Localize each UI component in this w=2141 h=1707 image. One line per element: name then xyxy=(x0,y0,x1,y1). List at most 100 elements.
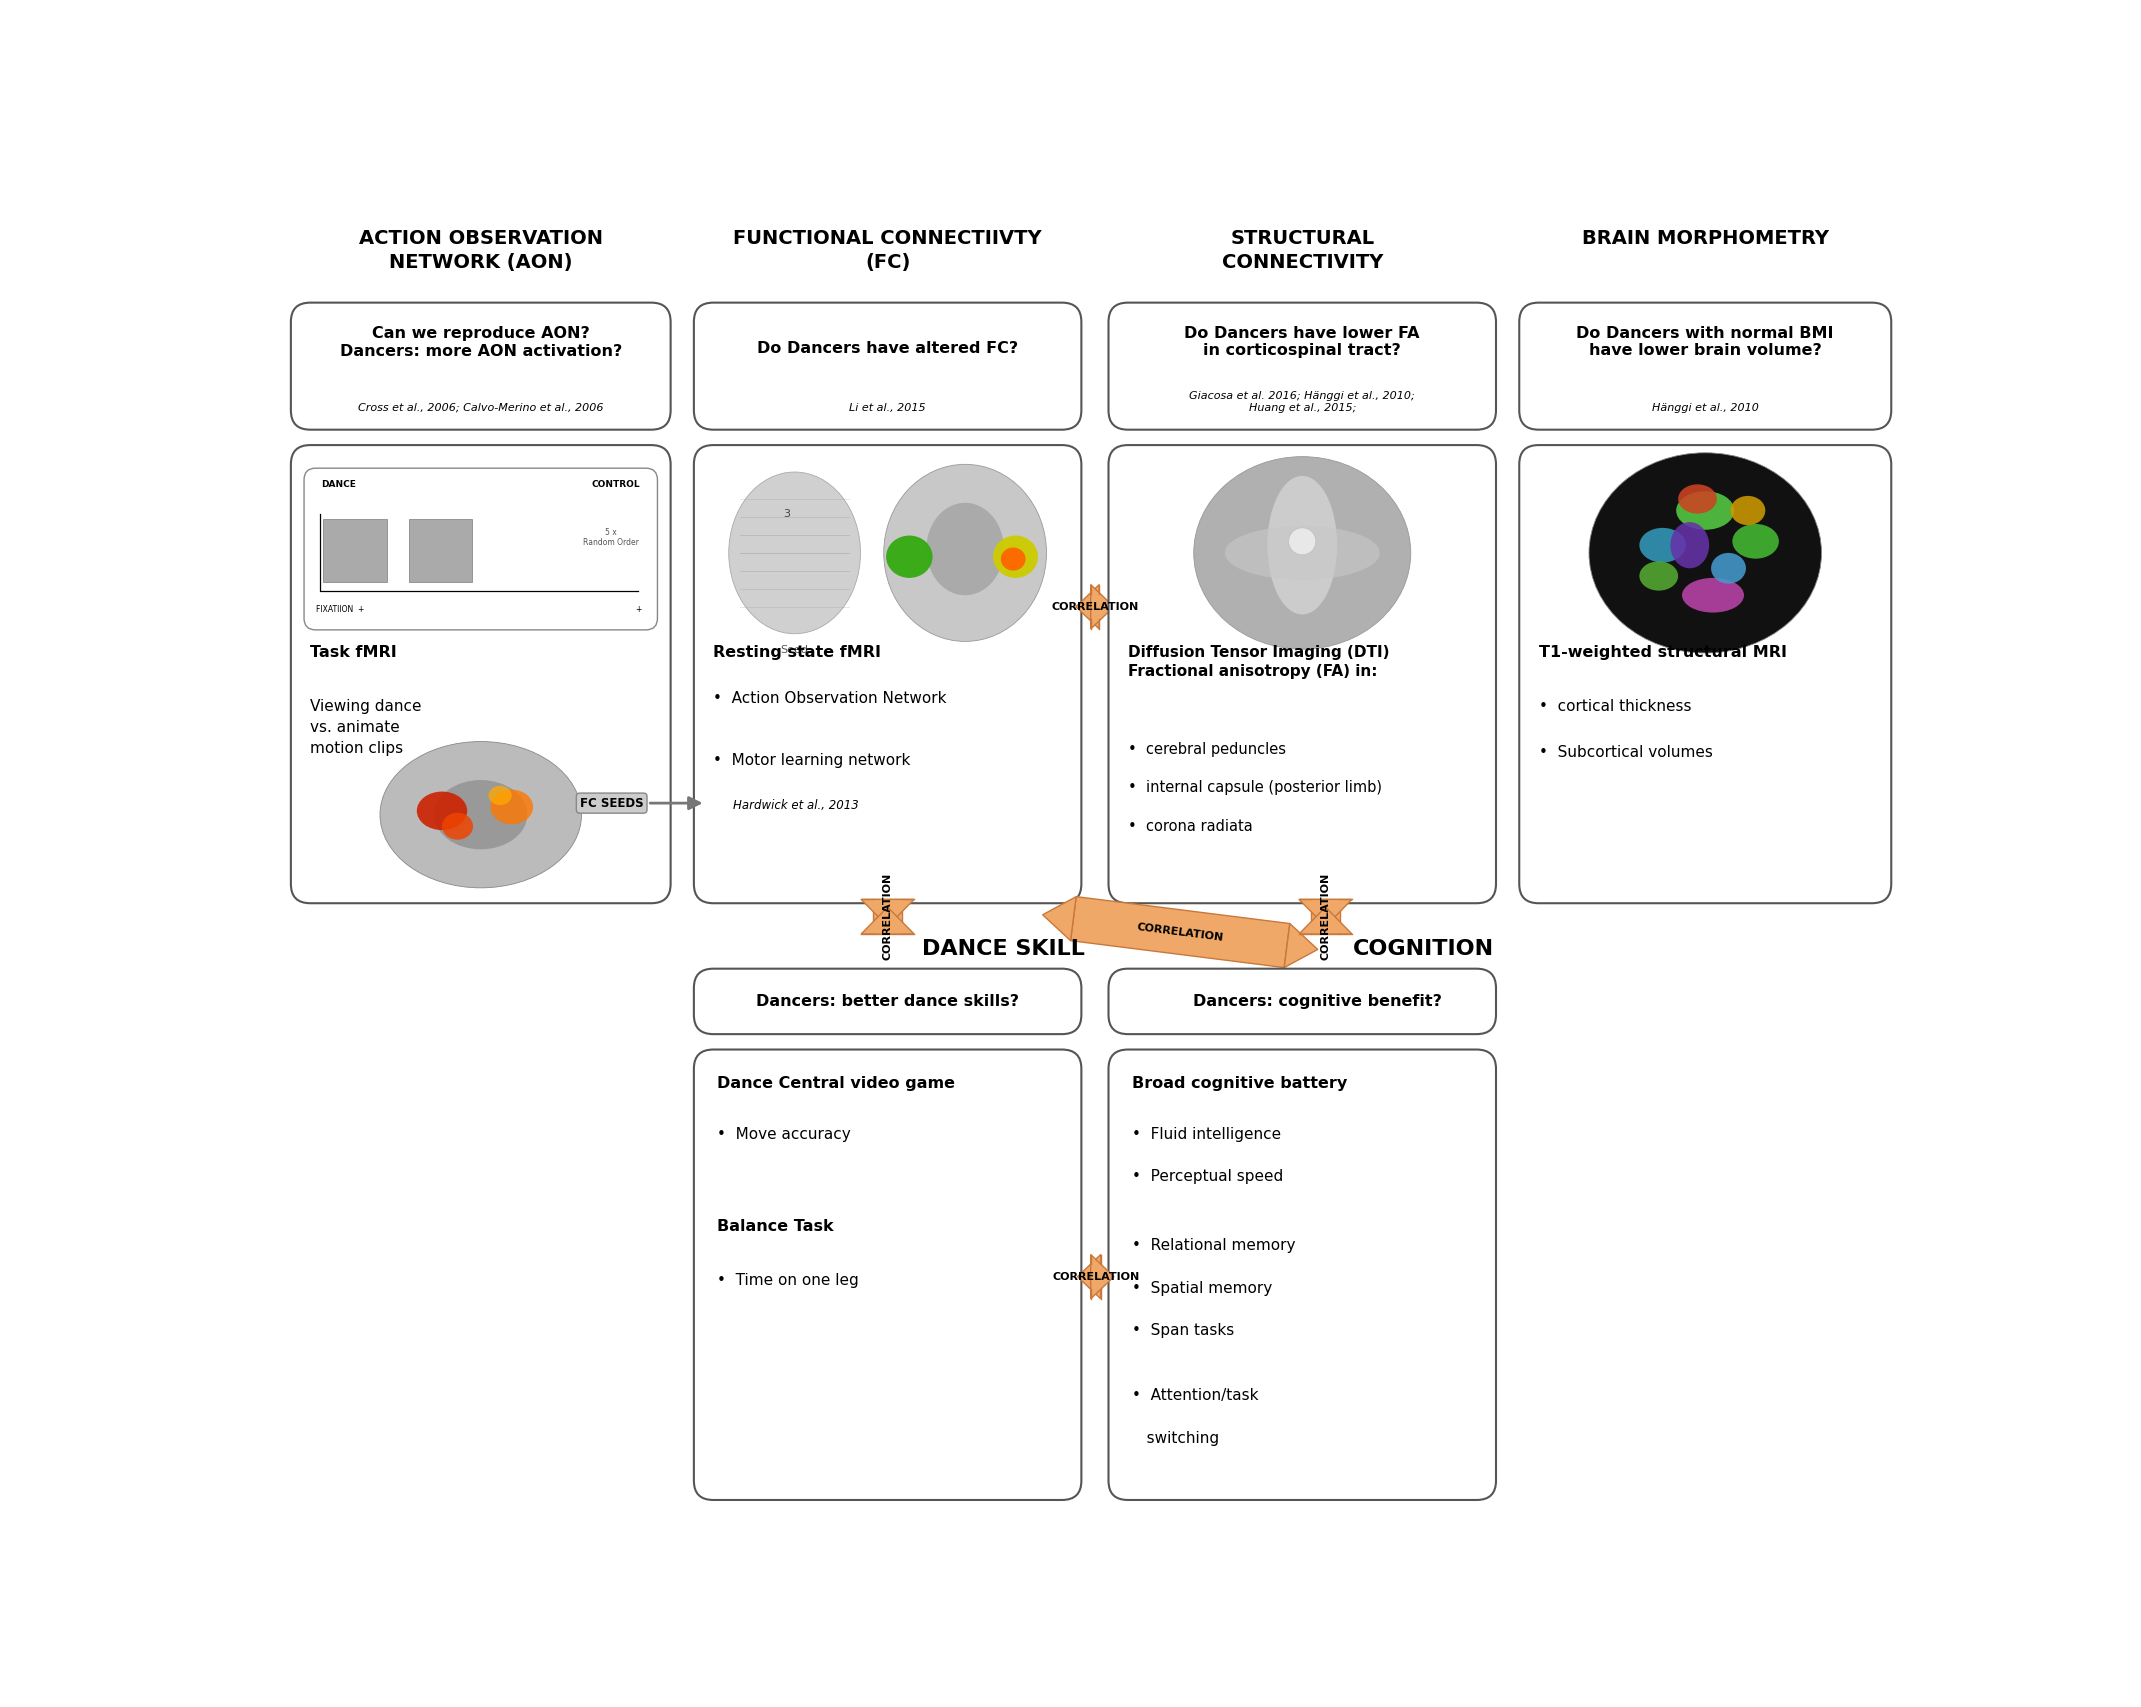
Text: CORRELATION: CORRELATION xyxy=(1051,603,1139,611)
Ellipse shape xyxy=(728,473,861,633)
Text: Broad cognitive battery: Broad cognitive battery xyxy=(1133,1077,1347,1091)
Text: Do Dancers have altered FC?: Do Dancers have altered FC? xyxy=(758,341,1019,357)
Text: Dance Central video game: Dance Central video game xyxy=(717,1077,955,1091)
FancyBboxPatch shape xyxy=(304,468,657,630)
Ellipse shape xyxy=(884,464,1047,642)
FancyBboxPatch shape xyxy=(694,1050,1081,1500)
Text: CORRELATION: CORRELATION xyxy=(1321,872,1330,961)
Ellipse shape xyxy=(1670,522,1709,568)
Ellipse shape xyxy=(1225,526,1379,580)
Text: •  Action Observation Network: • Action Observation Network xyxy=(713,691,946,707)
Text: STRUCTURAL
CONNECTIVITY: STRUCTURAL CONNECTIVITY xyxy=(1223,229,1383,271)
Text: Resting state fMRI: Resting state fMRI xyxy=(713,645,882,661)
FancyBboxPatch shape xyxy=(1109,446,1497,903)
Text: •  Attention/task: • Attention/task xyxy=(1133,1388,1259,1403)
Polygon shape xyxy=(1077,1255,1100,1299)
Polygon shape xyxy=(1090,584,1113,628)
Text: •  Span tasks: • Span tasks xyxy=(1133,1323,1233,1338)
Bar xyxy=(323,519,388,582)
Polygon shape xyxy=(861,900,914,927)
Ellipse shape xyxy=(1267,476,1338,615)
Ellipse shape xyxy=(435,780,527,850)
Text: •  Time on one leg: • Time on one leg xyxy=(717,1273,859,1287)
Text: Dancers: better dance skills?: Dancers: better dance skills? xyxy=(756,993,1019,1009)
Text: Hardwick et al., 2013: Hardwick et al., 2013 xyxy=(732,799,859,813)
Polygon shape xyxy=(1285,923,1317,968)
Ellipse shape xyxy=(441,813,473,840)
Polygon shape xyxy=(1300,900,1351,927)
Text: CONTROL: CONTROL xyxy=(591,480,640,488)
Bar xyxy=(1090,1265,1100,1289)
Text: Cross et al., 2006; Calvo-Merino et al., 2006: Cross et al., 2006; Calvo-Merino et al.,… xyxy=(358,403,604,413)
Ellipse shape xyxy=(1732,524,1779,558)
FancyBboxPatch shape xyxy=(1520,446,1891,903)
Text: •  Subcortical volumes: • Subcortical volumes xyxy=(1539,746,1713,760)
FancyBboxPatch shape xyxy=(694,446,1081,903)
Polygon shape xyxy=(1070,896,1289,968)
Text: BRAIN MORPHOMETRY: BRAIN MORPHOMETRY xyxy=(1582,229,1828,249)
Ellipse shape xyxy=(1676,492,1734,529)
Bar xyxy=(1090,594,1098,620)
Ellipse shape xyxy=(993,536,1038,579)
Ellipse shape xyxy=(1640,527,1685,563)
FancyBboxPatch shape xyxy=(291,302,670,430)
FancyBboxPatch shape xyxy=(291,446,670,903)
Ellipse shape xyxy=(1589,452,1822,654)
Text: Li et al., 2015: Li et al., 2015 xyxy=(850,403,925,413)
Text: •  Spatial memory: • Spatial memory xyxy=(1133,1280,1272,1296)
Text: FIXATIION  +: FIXATIION + xyxy=(315,606,364,615)
Text: FUNCTIONAL CONNECTIIVTY
(FC): FUNCTIONAL CONNECTIIVTY (FC) xyxy=(734,229,1043,271)
Polygon shape xyxy=(1300,906,1351,934)
Ellipse shape xyxy=(417,792,467,830)
Ellipse shape xyxy=(927,504,1004,596)
Polygon shape xyxy=(1077,584,1098,628)
Text: Diffusion Tensor Imaging (DTI)
Fractional anisotropy (FA) in:: Diffusion Tensor Imaging (DTI) Fractiona… xyxy=(1128,645,1390,679)
Polygon shape xyxy=(1043,896,1077,941)
Ellipse shape xyxy=(1679,485,1717,514)
Text: •  corona radiata: • corona radiata xyxy=(1128,819,1252,833)
Ellipse shape xyxy=(1000,548,1026,570)
Text: Dancers: cognitive benefit?: Dancers: cognitive benefit? xyxy=(1193,993,1443,1009)
Text: •  Move accuracy: • Move accuracy xyxy=(717,1127,850,1142)
Ellipse shape xyxy=(488,785,512,806)
Text: FC SEEDS: FC SEEDS xyxy=(580,797,644,809)
Ellipse shape xyxy=(1730,497,1766,526)
Text: CORRELATION: CORRELATION xyxy=(882,872,893,961)
Ellipse shape xyxy=(1289,527,1317,555)
Text: T1-weighted structural MRI: T1-weighted structural MRI xyxy=(1539,645,1786,661)
Text: switching: switching xyxy=(1133,1430,1218,1446)
Text: •  internal capsule (posterior limb): • internal capsule (posterior limb) xyxy=(1128,780,1381,795)
Text: CORRELATION: CORRELATION xyxy=(1137,922,1225,942)
Text: ACTION OBSERVATION
NETWORK (AON): ACTION OBSERVATION NETWORK (AON) xyxy=(360,229,604,271)
Text: •  cerebral peduncles: • cerebral peduncles xyxy=(1128,741,1287,756)
Text: •  Relational memory: • Relational memory xyxy=(1133,1238,1295,1253)
Text: Giacosa et al. 2016; Hänggi et al., 2010;
Huang et al., 2015;: Giacosa et al. 2016; Hänggi et al., 2010… xyxy=(1190,391,1415,413)
Text: Seed: Seed xyxy=(781,645,809,655)
Text: DANCE: DANCE xyxy=(321,480,355,488)
Polygon shape xyxy=(1090,1255,1113,1299)
Ellipse shape xyxy=(490,790,533,824)
Text: +: + xyxy=(636,606,642,615)
FancyBboxPatch shape xyxy=(694,302,1081,430)
Bar xyxy=(409,519,473,582)
Ellipse shape xyxy=(1640,562,1679,591)
FancyBboxPatch shape xyxy=(1109,1050,1497,1500)
Text: 3: 3 xyxy=(784,509,790,519)
Ellipse shape xyxy=(1195,457,1411,649)
FancyBboxPatch shape xyxy=(1520,302,1891,430)
Text: Do Dancers have lower FA
in corticospinal tract?: Do Dancers have lower FA in corticospina… xyxy=(1184,326,1419,358)
Ellipse shape xyxy=(1711,553,1745,584)
Text: •  Motor learning network: • Motor learning network xyxy=(713,753,910,768)
Polygon shape xyxy=(861,906,914,934)
Ellipse shape xyxy=(379,741,582,888)
FancyBboxPatch shape xyxy=(1109,302,1497,430)
Text: DANCE SKILL: DANCE SKILL xyxy=(923,939,1085,959)
Text: Balance Task: Balance Task xyxy=(717,1219,833,1234)
Text: CORRELATION: CORRELATION xyxy=(1051,1272,1139,1282)
Ellipse shape xyxy=(886,536,933,579)
Text: Hänggi et al., 2010: Hänggi et al., 2010 xyxy=(1653,403,1758,413)
Bar xyxy=(1310,900,1340,934)
Text: •  Perceptual speed: • Perceptual speed xyxy=(1133,1169,1282,1185)
Text: 5 x
Random Order: 5 x Random Order xyxy=(582,527,638,548)
Text: Task fMRI: Task fMRI xyxy=(310,645,396,661)
